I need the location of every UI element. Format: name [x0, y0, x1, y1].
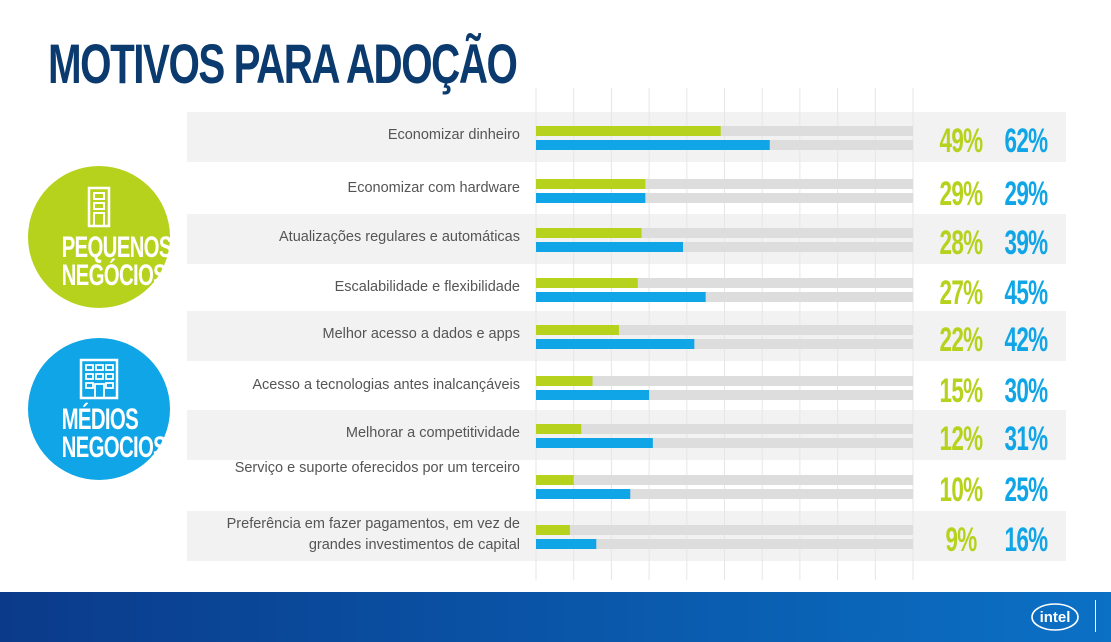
small-business-value-label: 28% — [939, 224, 984, 262]
office-building-icon — [79, 358, 119, 400]
medium-business-badge: MÉDIOS NEGOCIOS — [28, 338, 170, 480]
small-business-value-label: 29% — [939, 175, 984, 213]
bar-track — [536, 438, 913, 448]
footer-bar — [0, 592, 1111, 642]
small-business-bar — [536, 179, 646, 189]
bar-track — [536, 193, 913, 203]
small-business-bar — [536, 475, 574, 485]
bar-track — [536, 339, 913, 349]
medium-business-bar — [536, 140, 770, 150]
category-label: Serviço e suporte oferecidos por um terc… — [234, 460, 520, 476]
medium-business-value-label: 45% — [1004, 274, 1049, 312]
category-label: Economizar com hardware — [347, 180, 520, 196]
small-business-value-label: 12% — [939, 420, 984, 458]
small-business-value-label: 9% — [945, 521, 977, 559]
medium-business-bar — [536, 539, 597, 549]
bar-track — [536, 539, 913, 549]
medium-business-value-label: 30% — [1004, 372, 1049, 410]
bar-track — [536, 390, 913, 400]
bar-track — [536, 292, 913, 302]
medium-business-bar — [536, 390, 650, 400]
row-background — [187, 511, 1066, 561]
bar-track — [536, 489, 913, 499]
small-business-value-label: 49% — [939, 122, 984, 160]
bar-track — [536, 126, 913, 136]
category-label: Melhor acesso a dados e apps — [322, 326, 521, 342]
intel-logo: intel — [1031, 603, 1079, 631]
category-label: Escalabilidade e flexibilidade — [334, 279, 520, 295]
bar-track — [536, 242, 913, 252]
medium-business-bar — [536, 242, 684, 252]
medium-business-bar — [536, 438, 653, 448]
medium-business-bar — [536, 292, 706, 302]
category-label: Acesso a tecnologias antes inalcançáveis — [252, 377, 520, 393]
small-business-value-label: 22% — [939, 321, 984, 359]
category-label: Melhorar a competitividade — [345, 425, 520, 441]
bar-track — [536, 325, 913, 335]
small-business-bar — [536, 126, 721, 136]
medium-business-bar — [536, 489, 631, 499]
small-business-bar — [536, 525, 570, 535]
medium-business-value-label: 16% — [1004, 521, 1049, 559]
small-business-bar — [536, 278, 638, 288]
page-title: MOTIVOS PARA ADOÇÃO — [48, 32, 518, 95]
category-label: Atualizações regulares e automáticas — [279, 229, 520, 245]
medium-business-value-label: 25% — [1004, 471, 1049, 509]
medium-business-value-label: 31% — [1004, 420, 1049, 458]
bar-track — [536, 278, 913, 288]
small-business-value-label: 15% — [939, 372, 984, 410]
medium-business-value-label: 62% — [1004, 122, 1049, 160]
small-business-bar — [536, 325, 619, 335]
small-business-value-label: 27% — [939, 274, 984, 312]
category-label: Preferência em fazer pagamentos, em vez … — [226, 516, 520, 553]
bar-track — [536, 525, 913, 535]
bar-track — [536, 475, 913, 485]
bar-track — [536, 179, 913, 189]
row-background — [187, 214, 1066, 264]
medium-business-value-label: 29% — [1004, 175, 1049, 213]
row-background — [187, 112, 1066, 162]
small-business-bar — [536, 424, 582, 434]
row-background — [187, 311, 1066, 361]
bar-track — [536, 424, 913, 434]
small-building-icon — [87, 186, 111, 228]
row-background — [187, 410, 1066, 460]
medium-business-bar — [536, 339, 695, 349]
bar-track — [536, 228, 913, 238]
small-business-bar — [536, 376, 593, 386]
small-business-value-label: 10% — [939, 471, 984, 509]
footer-divider — [1095, 600, 1096, 632]
intel-logo-text: intel — [1040, 609, 1071, 626]
category-label: Economizar dinheiro — [387, 127, 520, 143]
bar-track — [536, 376, 913, 386]
small-business-badge: PEQUENOS NEGÓCIOS — [28, 166, 172, 308]
medium-business-value-label: 42% — [1004, 321, 1049, 359]
small-business-bar — [536, 228, 642, 238]
medium-business-bar — [536, 193, 646, 203]
medium-business-value-label: 39% — [1004, 224, 1049, 262]
